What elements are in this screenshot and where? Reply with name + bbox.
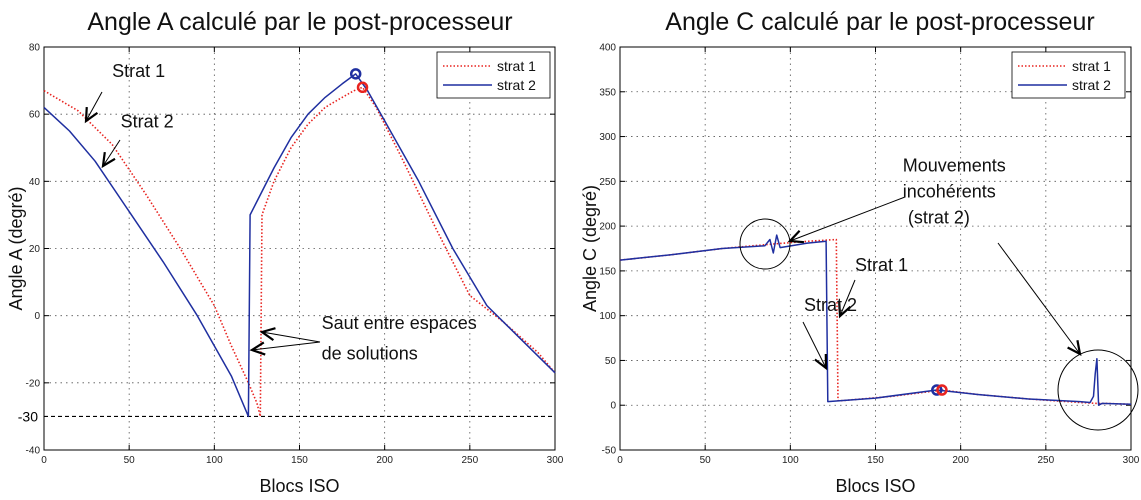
reference-line-label: -30 (18, 408, 38, 424)
x-axis-label: Blocs ISO (835, 476, 915, 496)
y-tick-label: 200 (599, 222, 616, 233)
annotation-text: Strat 1 (855, 255, 908, 275)
annotation-text: de solutions (322, 343, 418, 363)
legend-label: strat 1 (1072, 58, 1111, 74)
y-tick-label: 100 (599, 311, 616, 322)
x-tick-label: 300 (547, 455, 564, 466)
annotation-text: Strat 2 (804, 295, 857, 315)
legend-label: strat 2 (1072, 77, 1111, 93)
annotation-arrow-head (838, 301, 852, 319)
y-tick-label: 40 (29, 177, 41, 188)
legend-box (436, 51, 551, 99)
annotation-arrow-shaft (261, 331, 321, 343)
plot-frame (43, 46, 556, 451)
data-point-marker (349, 68, 362, 80)
y-tick-label: 400 (599, 43, 616, 54)
annotation-arrow-shaft (102, 139, 121, 167)
chart-angle-c: 0 50 100 150 200 250 300-500501001502002503003… (580, 8, 1140, 496)
data-point-marker (931, 384, 943, 396)
y-tick-label: 60 (29, 110, 41, 121)
annotation-text: Strat 1 (112, 61, 165, 81)
annotation-text: Mouvements (903, 155, 1006, 175)
annotation-text: incohérents (903, 181, 996, 201)
legend-label: strat 1 (497, 58, 536, 74)
series-line-strat-2 (43, 73, 556, 418)
y-tick-label: 350 (599, 87, 616, 98)
plot-frame (619, 46, 1132, 451)
legend-box (1011, 51, 1126, 99)
data-point-marker (936, 384, 948, 396)
annotation-text: Strat 2 (121, 112, 174, 132)
x-tick-label: 200 (952, 455, 969, 466)
series-line-strat-2 (619, 234, 1132, 406)
y-axis-label: Angle A (degré) (6, 186, 26, 310)
y-tick-label: 300 (599, 132, 616, 143)
chart-angle-a: 0 50 100 150 200 250 300 -40 -20 0 20 40 60 80 -30 Stra… (6, 8, 564, 496)
y-tick-label: 20 (29, 244, 41, 255)
y-tick-label: 250 (599, 177, 616, 188)
annotation-arrow-shaft (802, 321, 827, 369)
annotation-arrow-head (259, 327, 276, 342)
y-tick-label: 50 (605, 356, 617, 367)
x-tick-label: 300 (1123, 455, 1140, 466)
x-tick-label: 0 (41, 455, 47, 466)
annotation-arrow-head (101, 151, 116, 169)
annotation-arrow-shaft (839, 279, 856, 317)
annotation-arrow-head (814, 353, 828, 371)
x-tick-label: 100 (782, 455, 799, 466)
x-axis-label: Blocs ISO (259, 476, 339, 496)
x-tick-label: 250 (461, 455, 478, 466)
highlight-circle (739, 218, 791, 270)
y-tick-label: -40 (26, 446, 41, 457)
x-tick-label: 50 (124, 455, 136, 466)
annotation-arrow-shaft (85, 91, 103, 122)
annotation-arrow-shaft (997, 242, 1081, 355)
data-point-marker (356, 81, 369, 94)
highlight-circle (1057, 349, 1139, 431)
y-tick-label: -20 (26, 378, 41, 389)
annotation-arrow-shaft (789, 196, 906, 242)
y-tick-label: 150 (599, 266, 616, 277)
x-tick-label: 250 (1037, 455, 1054, 466)
annotation-text: (strat 2) (908, 207, 970, 227)
series-line-strat-1 (43, 86, 556, 418)
annotation-text: Saut entre espaces (322, 313, 477, 333)
x-tick-label: 200 (376, 455, 393, 466)
y-tick-label: -50 (602, 446, 617, 457)
y-tick-label: 0 (610, 401, 616, 412)
annotation-arrow-head (249, 341, 266, 356)
legend-label: strat 2 (497, 77, 536, 93)
y-tick-label: 0 (34, 311, 40, 322)
x-tick-label: 0 (617, 455, 623, 466)
chart-title: Angle A calculé par le post-processeur (87, 8, 512, 36)
y-tick-label: 80 (29, 43, 41, 54)
x-tick-label: 100 (206, 455, 223, 466)
y-axis-label: Angle C (degré) (580, 185, 600, 312)
annotation-arrow-head (787, 230, 805, 244)
annotation-arrow-shaft (251, 341, 321, 351)
annotation-arrow-head (84, 106, 99, 124)
x-tick-label: 150 (291, 455, 308, 466)
chart-title: Angle C calculé par le post-processeur (665, 8, 1094, 36)
x-tick-label: 50 (700, 455, 712, 466)
x-tick-label: 150 (867, 455, 884, 466)
annotation-arrow-head (1067, 340, 1082, 357)
